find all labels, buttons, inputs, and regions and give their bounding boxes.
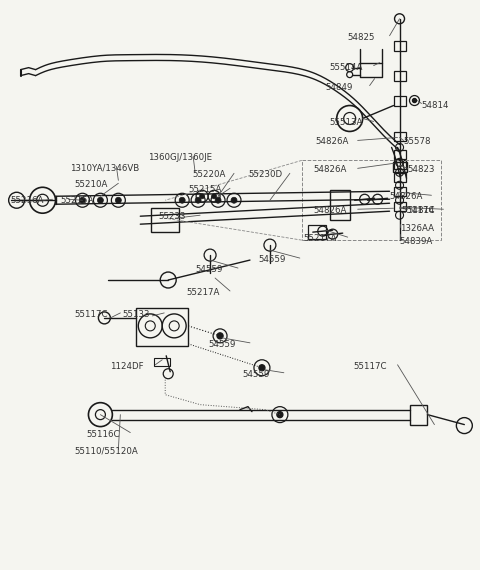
Circle shape: [80, 197, 85, 203]
Text: 54559: 54559: [195, 265, 223, 274]
Bar: [330, 190, 350, 220]
Bar: [394, 71, 406, 80]
Text: 55216A: 55216A: [11, 196, 44, 205]
Text: 1124DF: 1124DF: [110, 362, 144, 370]
Circle shape: [212, 194, 216, 199]
Circle shape: [115, 197, 121, 203]
Text: 54826A: 54826A: [314, 206, 347, 215]
Text: 54826A: 54826A: [390, 192, 423, 201]
Text: 55133: 55133: [122, 310, 150, 319]
Bar: [136, 308, 188, 346]
Text: 55117C: 55117C: [74, 310, 108, 319]
Text: 54823: 54823: [408, 165, 435, 174]
Text: 55110/55120A: 55110/55120A: [74, 446, 138, 455]
Text: 55220A: 55220A: [192, 170, 226, 180]
Bar: [393, 162, 407, 172]
Bar: [308, 225, 326, 239]
Text: 54839A: 54839A: [399, 237, 433, 246]
Circle shape: [259, 365, 265, 370]
Bar: [394, 173, 406, 182]
Circle shape: [179, 197, 185, 203]
Bar: [394, 132, 406, 141]
Text: 55116C: 55116C: [86, 430, 120, 438]
Circle shape: [412, 99, 417, 103]
Bar: [154, 358, 170, 366]
Circle shape: [231, 197, 237, 203]
Bar: [394, 160, 406, 169]
Text: 55578: 55578: [404, 137, 431, 146]
Bar: [394, 188, 406, 196]
Text: 55117C: 55117C: [402, 206, 435, 215]
Text: 55514A: 55514A: [330, 63, 363, 72]
Bar: [394, 40, 406, 51]
Text: 55215A: 55215A: [188, 185, 222, 194]
Circle shape: [277, 412, 283, 418]
Bar: [394, 96, 406, 105]
Text: 55217A: 55217A: [186, 288, 219, 297]
Circle shape: [215, 197, 221, 203]
Circle shape: [200, 194, 204, 199]
Bar: [151, 208, 179, 232]
Bar: [394, 202, 406, 211]
Bar: [394, 150, 406, 160]
Bar: [409, 405, 428, 425]
Text: 54849: 54849: [326, 83, 353, 92]
Text: 54559: 54559: [242, 370, 269, 378]
Text: 55513A: 55513A: [330, 119, 363, 128]
Text: 54559: 54559: [258, 255, 285, 264]
Text: 1326AA: 1326AA: [399, 224, 433, 233]
Bar: [302, 160, 442, 240]
Text: 54559: 54559: [208, 340, 236, 349]
Text: 54814: 54814: [421, 100, 449, 109]
Circle shape: [217, 333, 223, 339]
Text: 55217A: 55217A: [304, 234, 337, 243]
Text: 55233: 55233: [158, 212, 186, 221]
Text: 55215A: 55215A: [60, 196, 94, 205]
Circle shape: [97, 197, 103, 203]
Text: 55210A: 55210A: [74, 180, 108, 189]
Text: 54826A: 54826A: [316, 137, 349, 146]
Text: 55117C: 55117C: [354, 362, 387, 370]
Text: 55230D: 55230D: [248, 170, 282, 180]
Text: 54826A: 54826A: [314, 165, 347, 174]
Text: 1310YA/1346VB: 1310YA/1346VB: [71, 164, 140, 172]
Text: 54814: 54814: [408, 206, 435, 215]
Circle shape: [195, 197, 201, 203]
Text: 54825: 54825: [348, 32, 375, 42]
Text: 1360GJ/1360JE: 1360GJ/1360JE: [148, 153, 212, 162]
